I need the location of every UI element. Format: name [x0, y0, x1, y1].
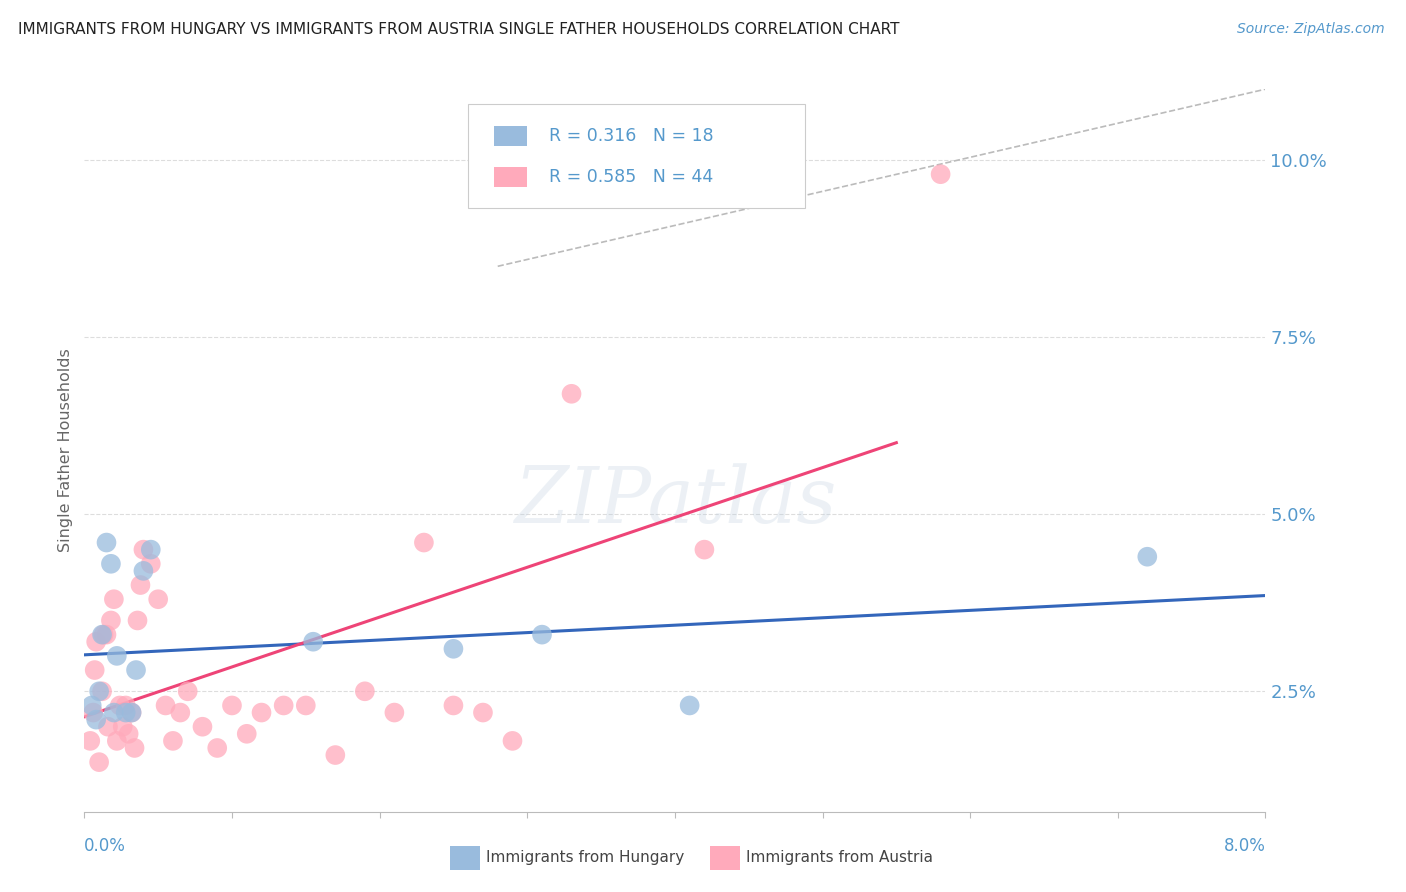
Point [111, 720, 134, 734]
Point [103, 706, 125, 720]
Point [177, 684, 200, 698]
Point [162, 734, 184, 748]
Point [502, 734, 524, 748]
Text: Immigrants from Hungary: Immigrants from Hungary [486, 850, 685, 865]
Point [91, 684, 114, 698]
Text: ZIPatlas: ZIPatlas [513, 463, 837, 539]
Point [531, 627, 554, 641]
Point [83, 663, 105, 677]
Point [139, 557, 162, 571]
Point [295, 698, 318, 713]
Point [323, 747, 347, 762]
Point [273, 698, 295, 713]
Point [560, 386, 583, 401]
Point [472, 706, 495, 720]
Text: IMMIGRANTS FROM HUNGARY VS IMMIGRANTS FROM AUSTRIA SINGLE FATHER HOUSEHOLDS CORR: IMMIGRANTS FROM HUNGARY VS IMMIGRANTS FR… [18, 22, 900, 37]
Point [132, 542, 155, 557]
Point [132, 564, 155, 578]
Point [413, 535, 436, 549]
Text: Source: ZipAtlas.com: Source: ZipAtlas.com [1237, 22, 1385, 37]
Point [207, 741, 229, 756]
Point [108, 698, 131, 713]
Point [148, 592, 170, 607]
Point [169, 706, 191, 720]
Point [100, 557, 122, 571]
Point [929, 167, 952, 181]
Point [91, 627, 114, 641]
Point [250, 706, 273, 720]
Point [302, 634, 325, 648]
Point [114, 706, 136, 720]
Point [80, 698, 103, 713]
Point [84, 713, 107, 727]
Point [121, 706, 143, 720]
Point [443, 641, 465, 656]
Text: R = 0.316   N = 18: R = 0.316 N = 18 [548, 128, 713, 145]
Point [87, 684, 111, 698]
FancyBboxPatch shape [468, 103, 804, 209]
Text: Immigrants from Austria: Immigrants from Austria [745, 850, 932, 865]
Point [679, 698, 702, 713]
Point [105, 648, 128, 663]
Point [103, 592, 125, 607]
Point [84, 634, 107, 648]
FancyBboxPatch shape [494, 126, 527, 146]
Point [125, 663, 148, 677]
Point [79, 734, 101, 748]
Point [354, 684, 377, 698]
Point [87, 755, 111, 769]
Point [191, 720, 214, 734]
Point [100, 614, 122, 628]
Point [96, 535, 118, 549]
Point [693, 542, 716, 557]
Point [155, 698, 177, 713]
Point [93, 627, 115, 641]
Y-axis label: Single Father Households: Single Father Households [58, 349, 73, 552]
Point [118, 727, 141, 741]
Point [129, 578, 152, 592]
FancyBboxPatch shape [494, 167, 527, 187]
Point [139, 542, 162, 557]
Point [1136, 549, 1159, 564]
Point [105, 734, 128, 748]
Point [96, 627, 118, 641]
FancyBboxPatch shape [450, 847, 479, 870]
Text: 8.0%: 8.0% [1223, 837, 1265, 855]
Point [221, 698, 243, 713]
Point [121, 706, 143, 720]
Text: 0.0%: 0.0% [84, 837, 127, 855]
Point [384, 706, 406, 720]
Text: R = 0.585   N = 44: R = 0.585 N = 44 [548, 168, 713, 186]
Point [236, 727, 259, 741]
Point [97, 720, 120, 734]
Point [82, 706, 104, 720]
Point [114, 698, 136, 713]
Point [443, 698, 465, 713]
Point [127, 614, 149, 628]
FancyBboxPatch shape [710, 847, 740, 870]
Point [124, 741, 146, 756]
